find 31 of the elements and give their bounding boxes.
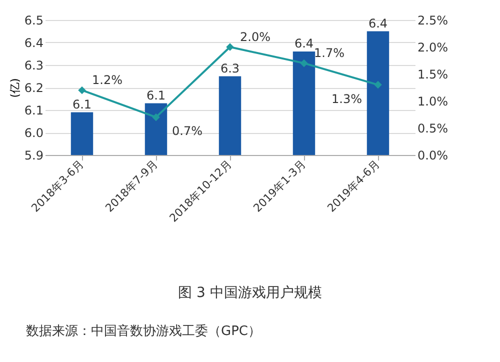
point [152,113,160,122]
data-label: 1.2% [92,73,122,88]
y-tick-label: 5.9 [24,148,44,162]
y-tick-label: 6.2 [24,81,44,95]
data-label: 6.4 [368,16,388,30]
data-label: 6.1 [146,88,166,102]
data-label: 2.0% [240,30,270,44]
y2-tick-label: 1.5% [418,68,448,82]
y2-tick-label: 0.0% [418,148,448,162]
point [300,59,308,68]
data-label: 6.1 [72,97,92,112]
y2-tick-label: 2.5% [418,14,448,28]
point [226,43,234,51]
y-tick-label: 6.4 [24,36,44,50]
data-label: 0.7% [172,124,202,138]
data-label: 6.3 [220,61,240,76]
y2-tick-label: 0.5% [418,122,448,136]
text: 图 3 中国游戏用户规模 [177,284,323,302]
y-tick-label: 6.5 [24,14,44,28]
y2-tick-label: 2.0% [418,40,448,54]
y-tick-label: 6.1 [24,104,44,118]
data-label: 1.3% [332,92,362,106]
y-axis-title: (亿) [8,78,22,98]
y-tick-label: 6.0 [24,126,44,140]
y-tick-label: 6.3 [24,58,44,72]
data-label: 6.4 [294,36,314,50]
point [374,80,382,89]
data-label: 1.7% [314,46,344,60]
y2-tick-label: 1.0% [418,94,448,108]
point [78,86,86,94]
source-note: 数据来源：中国音数协游戏工委（GPC） [26,323,261,340]
